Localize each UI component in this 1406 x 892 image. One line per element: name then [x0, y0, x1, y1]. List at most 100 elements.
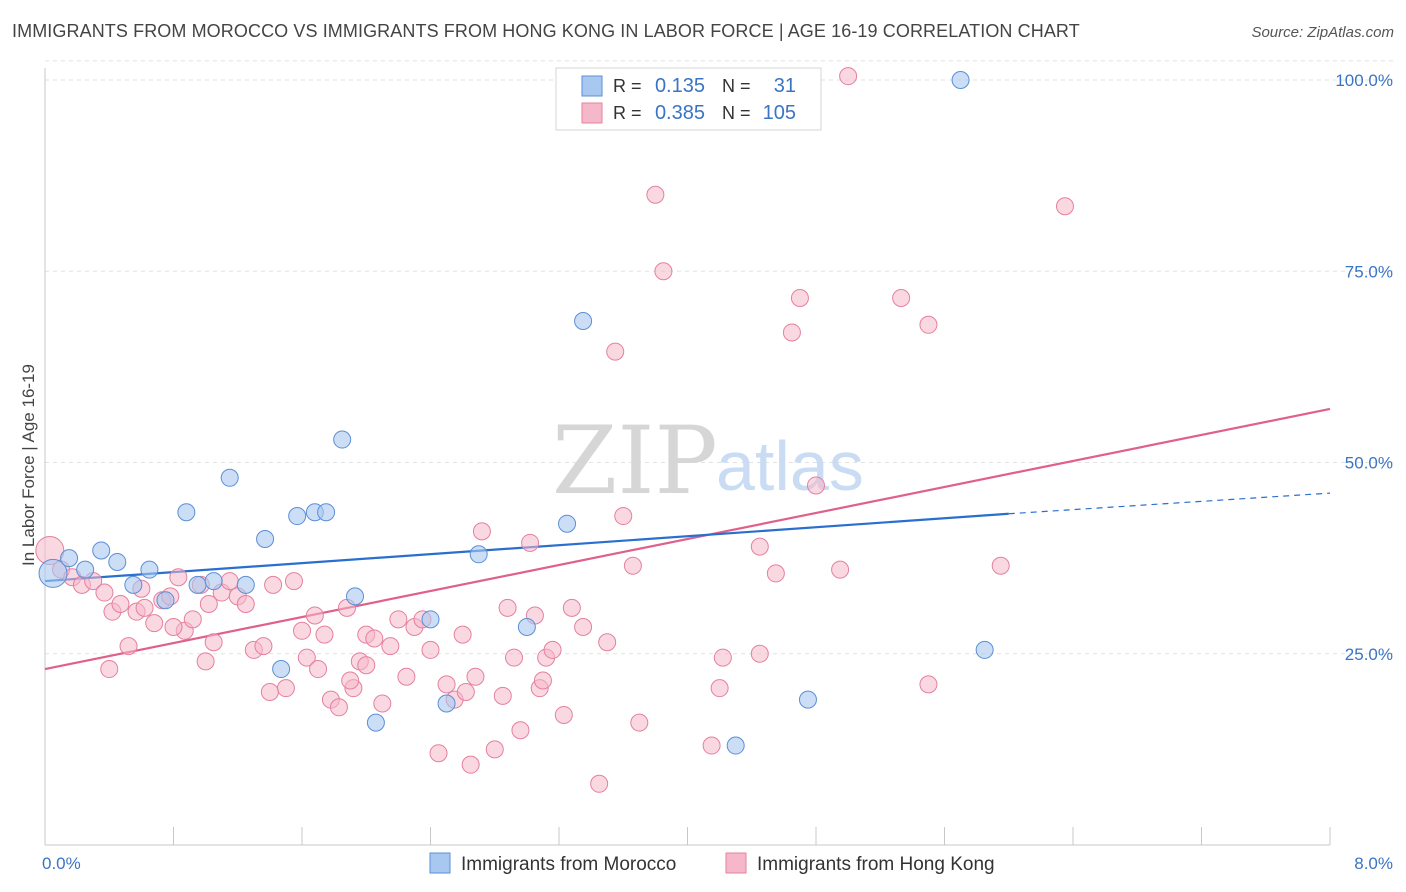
- hongkong-point: [472, 522, 491, 541]
- morocco-point: [177, 503, 196, 522]
- y-tick-label: 100.0%: [1335, 71, 1393, 90]
- hongkong-point: [437, 675, 456, 694]
- hongkong-point: [297, 648, 316, 667]
- hongkong-point: [493, 686, 512, 705]
- hongkong-point: [766, 564, 785, 583]
- morocco-point: [156, 591, 175, 610]
- morocco-point: [726, 736, 745, 755]
- watermark-atlas: atlas: [716, 427, 864, 505]
- hongkong-point: [461, 755, 480, 774]
- legend-r-value: 0.135: [655, 75, 705, 97]
- morocco-point: [124, 575, 143, 594]
- hongkong-point: [264, 575, 283, 594]
- morocco-point: [188, 575, 207, 594]
- y-axis-label: In Labor Force | Age 16-19: [19, 364, 38, 566]
- hongkong-point: [750, 644, 769, 663]
- hongkong-point: [562, 598, 581, 617]
- hongkong-point: [135, 598, 154, 617]
- morocco-point: [421, 610, 440, 629]
- morocco-point: [60, 549, 79, 568]
- hongkong-point: [702, 736, 721, 755]
- morocco-point: [317, 503, 336, 522]
- hongkong-point: [183, 610, 202, 629]
- hongkong-point: [164, 617, 183, 636]
- hongkong-point: [196, 652, 215, 671]
- y-tick-label: 75.0%: [1345, 262, 1393, 281]
- legend-n-value: 31: [774, 75, 796, 97]
- tick-labels: 25.0% 50.0% 75.0% 100.0% 0.0% 8.0%: [42, 71, 1393, 873]
- grid-lines: [45, 60, 1395, 655]
- hongkong-point: [991, 556, 1010, 575]
- morocco-point: [140, 560, 159, 579]
- morocco-point: [108, 552, 127, 571]
- hongkong-point: [119, 637, 138, 656]
- hongkong-point: [389, 610, 408, 629]
- hongkong-point: [713, 648, 732, 667]
- hongkong-point: [220, 572, 239, 591]
- hongkong-point: [169, 568, 188, 587]
- hongkong-point: [293, 621, 311, 640]
- hongkong-point: [630, 713, 649, 732]
- morocco-point: [798, 690, 817, 709]
- axes: [44, 68, 1331, 846]
- morocco-point: [975, 640, 994, 659]
- hongkong-point: [892, 289, 911, 308]
- hongkong-point: [623, 556, 642, 575]
- hongkong-point: [919, 675, 938, 694]
- hongkong-trend-line: [44, 407, 1331, 671]
- hongkong-point: [204, 633, 223, 652]
- hongkong-point: [341, 671, 360, 690]
- morocco-point: [38, 558, 68, 588]
- watermark-zip: ZIP: [552, 407, 718, 516]
- hongkong-point: [357, 656, 376, 675]
- chart-title: IMMIGRANTS FROM MOROCCO VS IMMIGRANTS FR…: [12, 21, 1080, 41]
- hongkong-point: [533, 671, 552, 690]
- morocco-point: [517, 617, 536, 636]
- hongkong-point: [284, 572, 303, 591]
- morocco-point: [558, 514, 577, 533]
- legend-n-value: 105: [763, 102, 796, 124]
- hongkong-series-swatch: [725, 852, 747, 874]
- watermark: ZIP atlas: [552, 407, 864, 516]
- hongkong-point: [750, 537, 769, 556]
- morocco-point: [437, 694, 456, 713]
- morocco-point: [346, 587, 365, 606]
- morocco-point: [236, 575, 255, 594]
- hongkong-point: [654, 262, 673, 281]
- x-tick-label: 8.0%: [1354, 854, 1393, 873]
- morocco-point: [204, 572, 223, 591]
- morocco-point: [951, 71, 970, 89]
- morocco-point: [256, 530, 275, 548]
- morocco-point: [76, 560, 95, 579]
- legend-n-label: N =: [722, 76, 751, 96]
- hongkong-point: [839, 67, 858, 86]
- legend-n-label: N =: [722, 103, 751, 123]
- hongkong-point: [782, 323, 801, 342]
- hongkong-point: [309, 660, 328, 679]
- hongkong-point: [276, 679, 295, 698]
- hongkong-point: [710, 679, 729, 698]
- hongkong-point: [100, 660, 119, 679]
- hongkong-point: [305, 606, 324, 625]
- morocco-point: [333, 430, 352, 449]
- hongkong-point: [598, 633, 617, 652]
- hongkong-points: [35, 67, 1074, 793]
- morocco-point: [92, 541, 111, 560]
- hongkong-point: [199, 595, 218, 614]
- hongkong-point: [511, 721, 530, 740]
- hongkong-point: [574, 617, 593, 636]
- hongkong-point: [831, 560, 850, 579]
- hongkong-point: [429, 744, 448, 763]
- morocco-point: [469, 545, 488, 564]
- hongkong-point: [485, 740, 504, 759]
- x-tick-label: 0.0%: [42, 854, 81, 873]
- hongkong-point: [807, 476, 825, 495]
- morocco-point: [220, 468, 239, 487]
- morocco-series-swatch: [429, 852, 451, 874]
- legend-r-label: R =: [613, 76, 642, 96]
- hongkong-point: [145, 614, 164, 633]
- legend-r-label: R =: [613, 103, 642, 123]
- hongkong-point: [329, 698, 348, 717]
- hongkong-point: [521, 533, 540, 552]
